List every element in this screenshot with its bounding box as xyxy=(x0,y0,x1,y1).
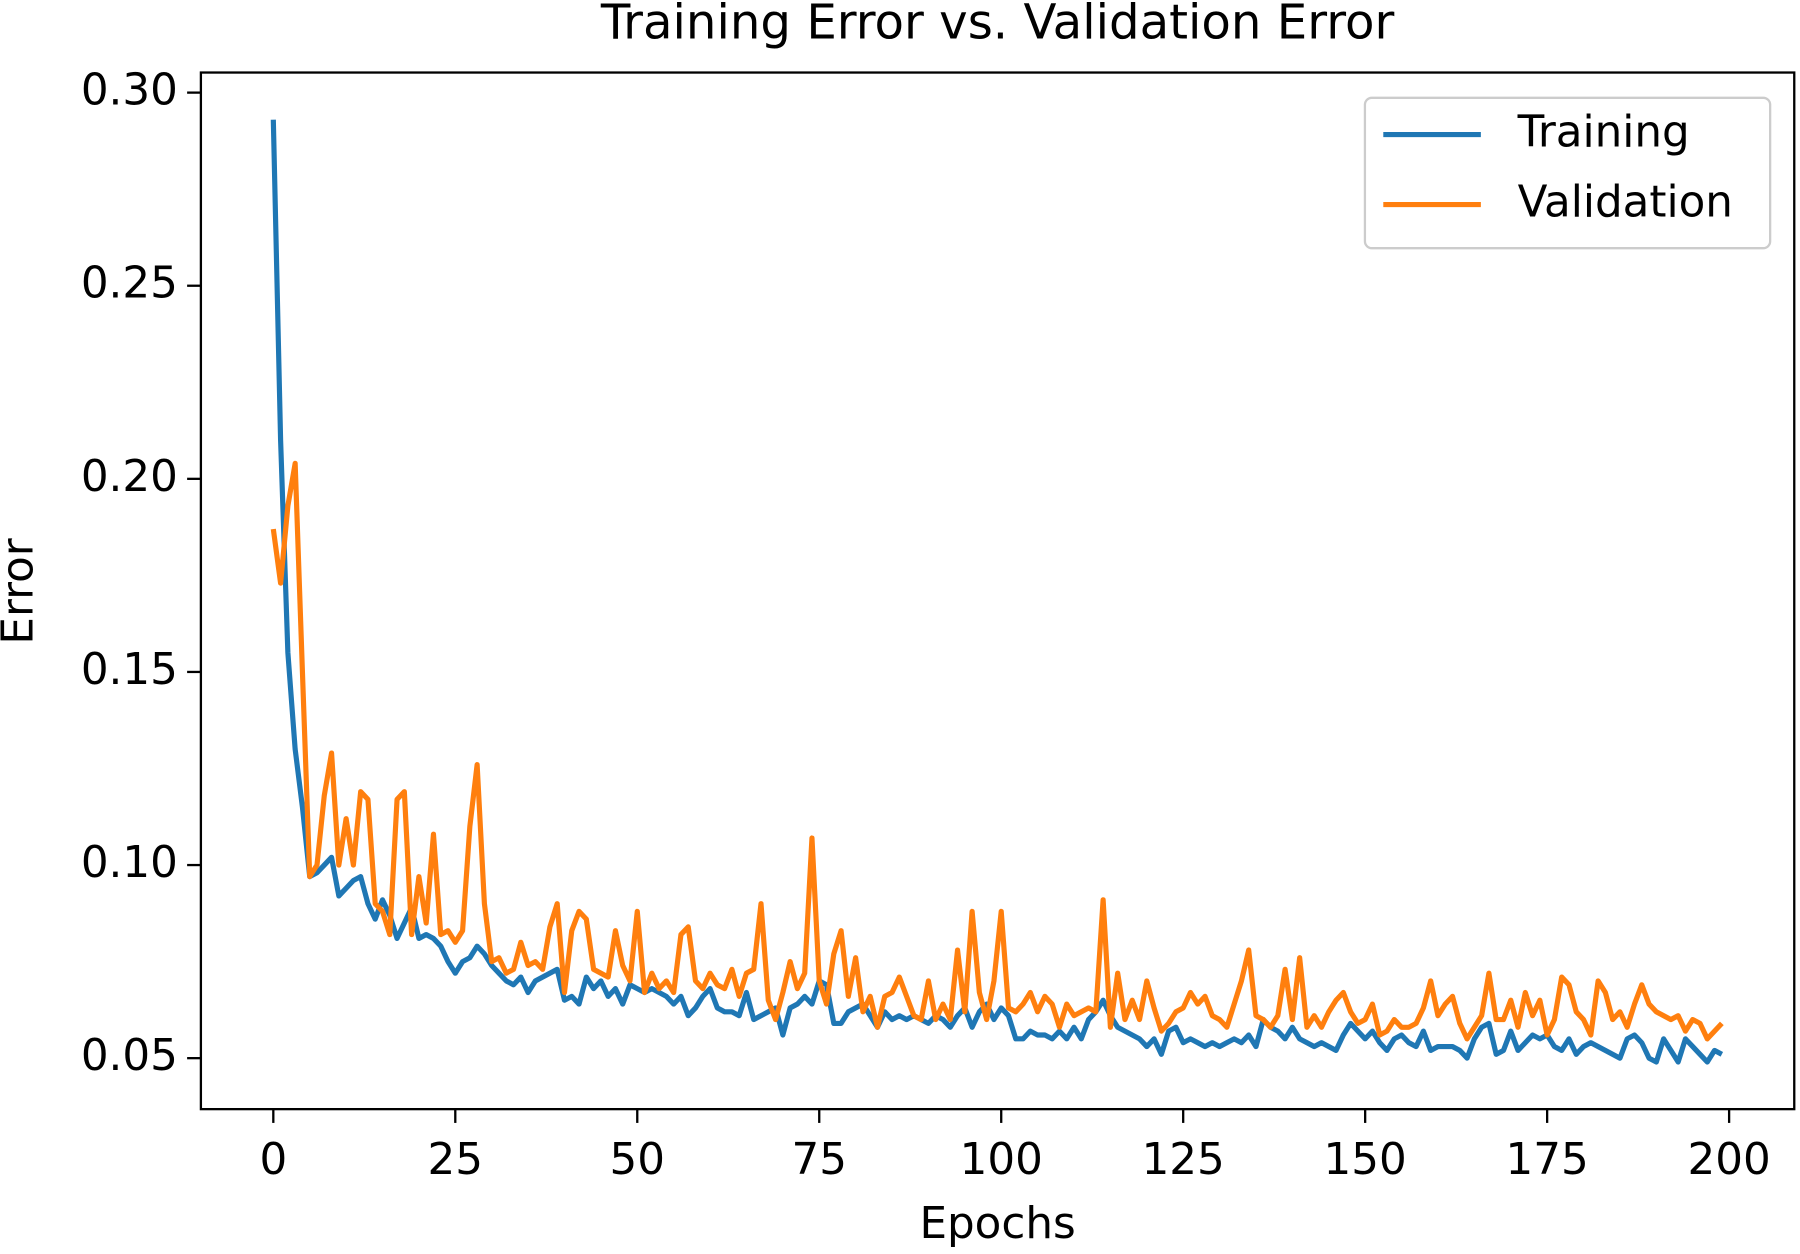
series-line xyxy=(270,460,1724,1042)
y-tick-label: 0.30 xyxy=(81,66,178,116)
y-tick-label: 0.15 xyxy=(81,645,178,695)
x-tick-label: 75 xyxy=(791,1135,847,1185)
x-tick-label: 150 xyxy=(1324,1135,1407,1185)
y-tick-label: 0.10 xyxy=(81,838,178,888)
x-tick-label: 100 xyxy=(960,1135,1043,1185)
chart-title: Training Error vs. Validation Error xyxy=(600,0,1395,50)
series-line xyxy=(270,119,1724,1065)
y-tick-label: 0.05 xyxy=(81,1031,178,1081)
x-tick-label: 125 xyxy=(1142,1135,1225,1185)
y-tick-label: 0.20 xyxy=(81,452,178,502)
x-tick-label: 0 xyxy=(259,1135,287,1185)
x-axis-label: Epochs xyxy=(919,1199,1075,1249)
y-tick-label: 0.25 xyxy=(81,259,178,309)
x-tick-label: 175 xyxy=(1506,1135,1589,1185)
legend-label: Validation xyxy=(1518,178,1733,228)
legend-label: Training xyxy=(1517,108,1690,158)
x-tick-label: 50 xyxy=(610,1135,666,1185)
y-axis-label: Error xyxy=(0,538,44,644)
plot-frame xyxy=(199,71,1796,1111)
x-tick-label: 200 xyxy=(1687,1135,1770,1185)
x-tick-label: 25 xyxy=(428,1135,484,1185)
